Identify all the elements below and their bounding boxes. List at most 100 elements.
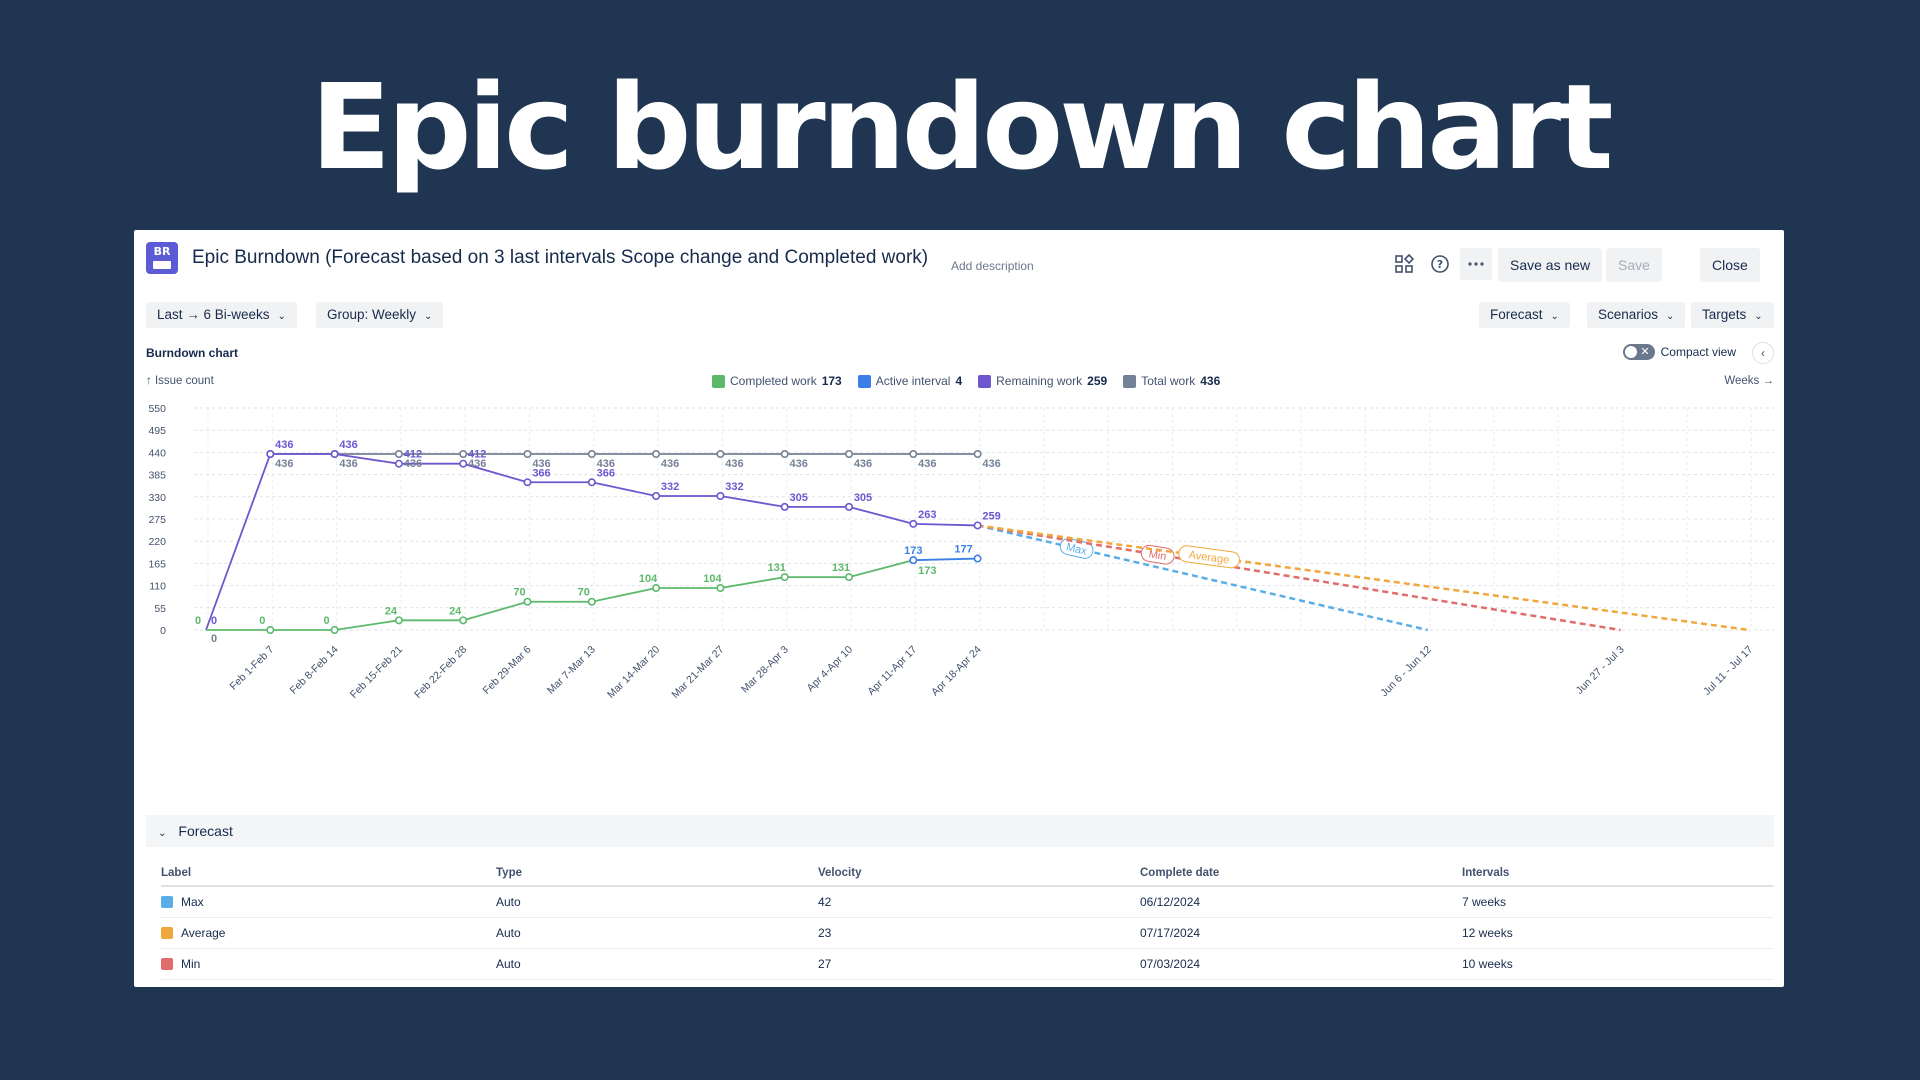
data-label: 366 xyxy=(597,467,615,479)
legend-item-total[interactable]: Total work 436 xyxy=(1123,374,1220,388)
app-logo-icon: BR xyxy=(146,242,178,274)
legend-swatch xyxy=(857,374,871,388)
data-point xyxy=(652,491,661,500)
close-button[interactable]: Close xyxy=(1700,248,1760,282)
data-point xyxy=(909,519,918,528)
forecast-line-min xyxy=(977,524,1621,632)
label-cell: Max xyxy=(161,886,496,918)
data-point xyxy=(780,450,789,459)
data-label: 24 xyxy=(385,605,398,617)
range-dropdown[interactable]: Last → 6 Bi-weeks ⌄ xyxy=(146,302,297,328)
legend-swatch xyxy=(712,374,725,388)
forecast-label: Max xyxy=(1065,541,1088,558)
data-point xyxy=(716,450,725,459)
chevron-down-icon: ⌄ xyxy=(1754,311,1763,322)
more-icon[interactable] xyxy=(1460,248,1492,280)
report-title: Epic Burndown (Forecast based on 3 last … xyxy=(192,247,929,268)
data-label: 412 xyxy=(468,449,486,461)
data-label: 366 xyxy=(532,467,550,479)
report-header: BR Epic Burndown (Forecast based on 3 la… xyxy=(146,242,1772,282)
help-icon[interactable]: ? xyxy=(1424,248,1456,280)
type-cell: Auto xyxy=(496,948,818,980)
forecast-table: Label Type Velocity Complete date Interv… xyxy=(161,860,1773,980)
legend-item-completed[interactable]: Completed work 173 xyxy=(712,374,842,388)
data-point xyxy=(394,459,403,468)
y-tick-label: 275 xyxy=(148,514,166,526)
color-swatch xyxy=(161,926,173,939)
x-tick-label: Mar 14-Mar 20 xyxy=(605,644,662,701)
data-point xyxy=(780,573,789,582)
y-tick-label: 495 xyxy=(148,425,166,437)
table-row[interactable]: Average Auto 23 07/17/2024 12 weeks xyxy=(161,917,1773,949)
toggle-switch[interactable]: ✕ xyxy=(1622,344,1655,360)
forecast-dropdown[interactable]: Forecast ⌄ xyxy=(1479,302,1570,328)
y-tick-label: 0 xyxy=(160,625,166,637)
save-as-new-button[interactable]: Save as new xyxy=(1498,248,1603,282)
data-label: 259 xyxy=(982,510,1000,522)
data-label: 104 xyxy=(639,573,658,585)
table-row[interactable]: Max Auto 42 06/12/2024 7 weeks xyxy=(161,886,1773,918)
legend-value: 259 xyxy=(1087,374,1108,388)
x-tick-label: Mar 28-Apr 3 xyxy=(739,644,791,696)
data-label: 436 xyxy=(404,458,422,470)
scenarios-label: Scenarios xyxy=(1598,307,1659,322)
data-point xyxy=(266,450,275,459)
column-header: Velocity xyxy=(818,860,1140,887)
x-tick-label: Mar 7-Mar 13 xyxy=(545,644,598,697)
data-label: 436 xyxy=(468,458,486,470)
data-point xyxy=(973,521,982,530)
dashboard-icon[interactable] xyxy=(1388,248,1420,280)
data-point xyxy=(652,584,661,593)
scenarios-dropdown[interactable]: Scenarios ⌄ xyxy=(1587,302,1686,328)
forecast-section-toggle[interactable]: ⌄ Forecast xyxy=(146,815,1774,847)
data-point xyxy=(394,450,403,459)
y-tick-label: 55 xyxy=(154,603,166,615)
group-dropdown[interactable]: Group: Weekly ⌄ xyxy=(316,302,444,328)
data-label: 263 xyxy=(918,509,936,521)
forecast-label-pill xyxy=(1178,545,1240,569)
chart-legend: Completed work 173 Active interval 4 Remai… xyxy=(712,374,1220,388)
row-label: Max xyxy=(181,894,204,909)
series-line-completed-work xyxy=(206,559,914,631)
data-point xyxy=(844,450,853,459)
add-description-link[interactable]: Add description xyxy=(951,259,1034,273)
compact-view-label: Compact view xyxy=(1660,345,1736,359)
velocity-cell: 23 xyxy=(818,917,1140,949)
save-button[interactable]: Save xyxy=(1606,248,1662,282)
data-point xyxy=(973,554,982,563)
data-point xyxy=(973,450,982,459)
compact-view-toggle[interactable]: ✕ Compact view xyxy=(1622,344,1736,360)
data-label: 332 xyxy=(725,481,743,493)
targets-label: Targets xyxy=(1702,307,1747,322)
chevron-left-icon[interactable]: ‹ xyxy=(1752,342,1774,364)
forecast-section-title: Forecast xyxy=(178,823,233,839)
hero-title: Epic burndown chart xyxy=(310,58,1613,196)
legend-item-remaining[interactable]: Remaining work 259 xyxy=(978,374,1107,388)
y-tick-label: 550 xyxy=(148,403,166,415)
legend-item-active[interactable]: Active interval 4 xyxy=(857,374,962,388)
data-point xyxy=(587,450,596,459)
forecast-line-max xyxy=(977,524,1428,632)
data-label: 436 xyxy=(597,458,615,470)
complete-date-cell: 07/03/2024 xyxy=(1140,948,1462,980)
legend-value: 173 xyxy=(821,374,842,388)
targets-dropdown[interactable]: Targets ⌄ xyxy=(1691,302,1774,328)
velocity-cell: 27 xyxy=(818,948,1140,980)
legend-label: Completed work xyxy=(730,374,817,388)
data-label: 177 xyxy=(954,544,972,556)
row-label: Average xyxy=(181,925,226,940)
data-point xyxy=(459,450,468,459)
series-line-active-interval xyxy=(913,557,978,562)
forecast-label: Forecast xyxy=(1490,307,1543,322)
data-point xyxy=(523,478,532,487)
label-cell: Average xyxy=(161,917,496,949)
data-label: 436 xyxy=(661,458,679,470)
y-tick-label: 165 xyxy=(148,558,166,570)
data-label: 436 xyxy=(918,458,936,470)
type-cell: Auto xyxy=(496,886,818,918)
data-label: 305 xyxy=(790,492,808,504)
table-row[interactable]: Min Auto 27 07/03/2024 10 weeks xyxy=(161,948,1773,980)
column-header: Label xyxy=(161,860,496,887)
data-point xyxy=(523,597,532,606)
data-label: 131 xyxy=(768,562,786,574)
